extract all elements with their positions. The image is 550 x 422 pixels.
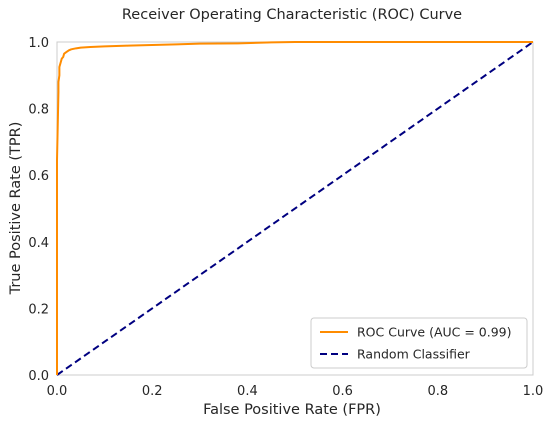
y-tick-label: 1.0: [28, 36, 49, 51]
x-tick-label: 0.0: [47, 384, 68, 399]
y-tick-label: 0.0: [28, 369, 49, 384]
y-tick-label: 0.4: [28, 236, 49, 251]
random-classifier-line: [56, 41, 534, 376]
legend-box: [310, 317, 528, 369]
roc-curve-line: [56, 41, 533, 375]
x-tick-label: 0.4: [237, 384, 258, 399]
chart-title: Receiver Operating Characteristic (ROC) …: [122, 7, 462, 23]
y-tick-label: 0.8: [28, 103, 49, 118]
legend-entry-label: Random Classifier: [357, 347, 471, 362]
x-tick-label: 0.2: [142, 384, 163, 399]
axis-ticks: 0.0 0.2 0.4 0.6 0.8 1.0 0.0 0.2 0.4 0.6 0.8 1.0: [28, 36, 543, 399]
legend: ROC Curve (AUC = 0.99) Random Classifier: [310, 317, 528, 369]
x-tick-label: 0.6: [332, 384, 353, 399]
x-tick-label: 0.8: [427, 384, 448, 399]
y-axis-label: True Positive Rate (TPR): [8, 122, 24, 296]
y-tick-label: 0.6: [28, 169, 49, 184]
series-layer: [56, 41, 534, 376]
y-tick-label: 0.2: [28, 302, 49, 317]
x-tick-label: 1.0: [523, 384, 544, 399]
legend-entry-label: ROC Curve (AUC = 0.99): [357, 325, 512, 340]
x-axis-label: False Positive Rate (FPR): [203, 402, 381, 418]
